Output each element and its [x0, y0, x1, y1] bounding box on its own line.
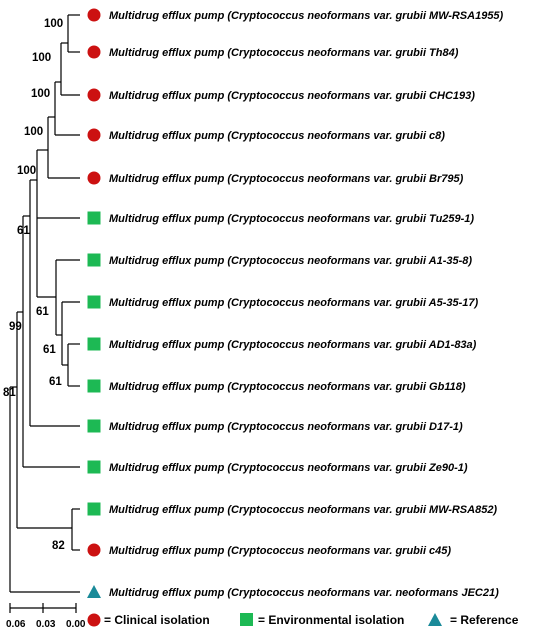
bootstrap-label: 61 [36, 306, 49, 318]
scale-label: 0.03 [36, 619, 56, 630]
environmental-square-icon [87, 419, 101, 433]
bootstrap-label: 61 [17, 225, 30, 237]
leaf-label: Multidrug efflux pump (Cryptococcus neof… [109, 255, 472, 267]
environmental-square-icon [87, 379, 101, 393]
legend-clinical-label: = Clinical isolation [104, 613, 210, 627]
clinical-circle-icon [87, 45, 101, 59]
leaf-label: Multidrug efflux pump (Cryptococcus neof… [109, 462, 468, 474]
legend: = Clinical isolation = Environmental iso… [87, 613, 519, 627]
leaf-label: Multidrug efflux pump (Cryptococcus neof… [109, 130, 445, 142]
bootstrap-values: 100 100 100 100 100 61 61 61 61 99 81 82 [3, 18, 65, 552]
scale-bar: 0.06 0.03 0.00 [6, 603, 86, 630]
environmental-square-icon [87, 502, 101, 516]
bootstrap-label: 100 [32, 52, 51, 64]
leaf-label: Multidrug efflux pump (Cryptococcus neof… [109, 10, 504, 22]
bootstrap-label: 100 [24, 126, 43, 138]
leaf-list: Multidrug efflux pump (Cryptococcus neof… [87, 8, 504, 599]
bootstrap-label: 61 [43, 344, 56, 356]
bootstrap-label: 100 [44, 18, 63, 30]
leaf-label: Multidrug efflux pump (Cryptococcus neof… [109, 545, 451, 557]
environmental-square-icon [87, 295, 101, 309]
leaf-label: Multidrug efflux pump (Cryptococcus neof… [109, 90, 475, 102]
bootstrap-label: 81 [3, 387, 16, 399]
scale-label: 0.06 [6, 619, 26, 630]
clinical-circle-icon [87, 8, 101, 22]
leaf-label: Multidrug efflux pump (Cryptococcus neof… [109, 381, 466, 393]
leaf-label: Multidrug efflux pump (Cryptococcus neof… [109, 213, 474, 225]
clinical-circle-icon [87, 613, 101, 627]
leaf-label: Multidrug efflux pump (Cryptococcus neof… [109, 504, 497, 516]
leaf-label: Multidrug efflux pump (Cryptococcus neof… [109, 297, 479, 309]
bootstrap-label: 61 [49, 376, 62, 388]
leaf-label: Multidrug efflux pump (Cryptococcus neof… [109, 587, 499, 599]
bootstrap-label: 100 [17, 165, 36, 177]
bootstrap-label: 100 [31, 88, 50, 100]
leaf-label: Multidrug efflux pump (Cryptococcus neof… [109, 173, 464, 185]
environmental-square-icon [87, 337, 101, 351]
bootstrap-label: 82 [52, 540, 65, 552]
environmental-square-icon [240, 613, 253, 626]
environmental-square-icon [87, 211, 101, 225]
legend-reference-label: = Reference [450, 613, 519, 627]
scale-label: 0.00 [66, 619, 86, 630]
leaf-label: Multidrug efflux pump (Cryptococcus neof… [109, 47, 459, 59]
leaf-label: Multidrug efflux pump (Cryptococcus neof… [109, 339, 477, 351]
environmental-square-icon [87, 460, 101, 474]
clinical-circle-icon [87, 128, 101, 142]
tree-branches [9, 14, 80, 593]
clinical-circle-icon [87, 171, 101, 185]
environmental-square-icon [87, 253, 101, 267]
leaf-label: Multidrug efflux pump (Cryptococcus neof… [109, 421, 463, 433]
clinical-circle-icon [87, 88, 101, 102]
reference-triangle-icon [428, 613, 442, 626]
clinical-circle-icon [87, 543, 101, 557]
reference-triangle-icon [87, 585, 101, 598]
bootstrap-label: 99 [9, 321, 22, 333]
legend-environmental-label: = Environmental isolation [258, 613, 404, 627]
